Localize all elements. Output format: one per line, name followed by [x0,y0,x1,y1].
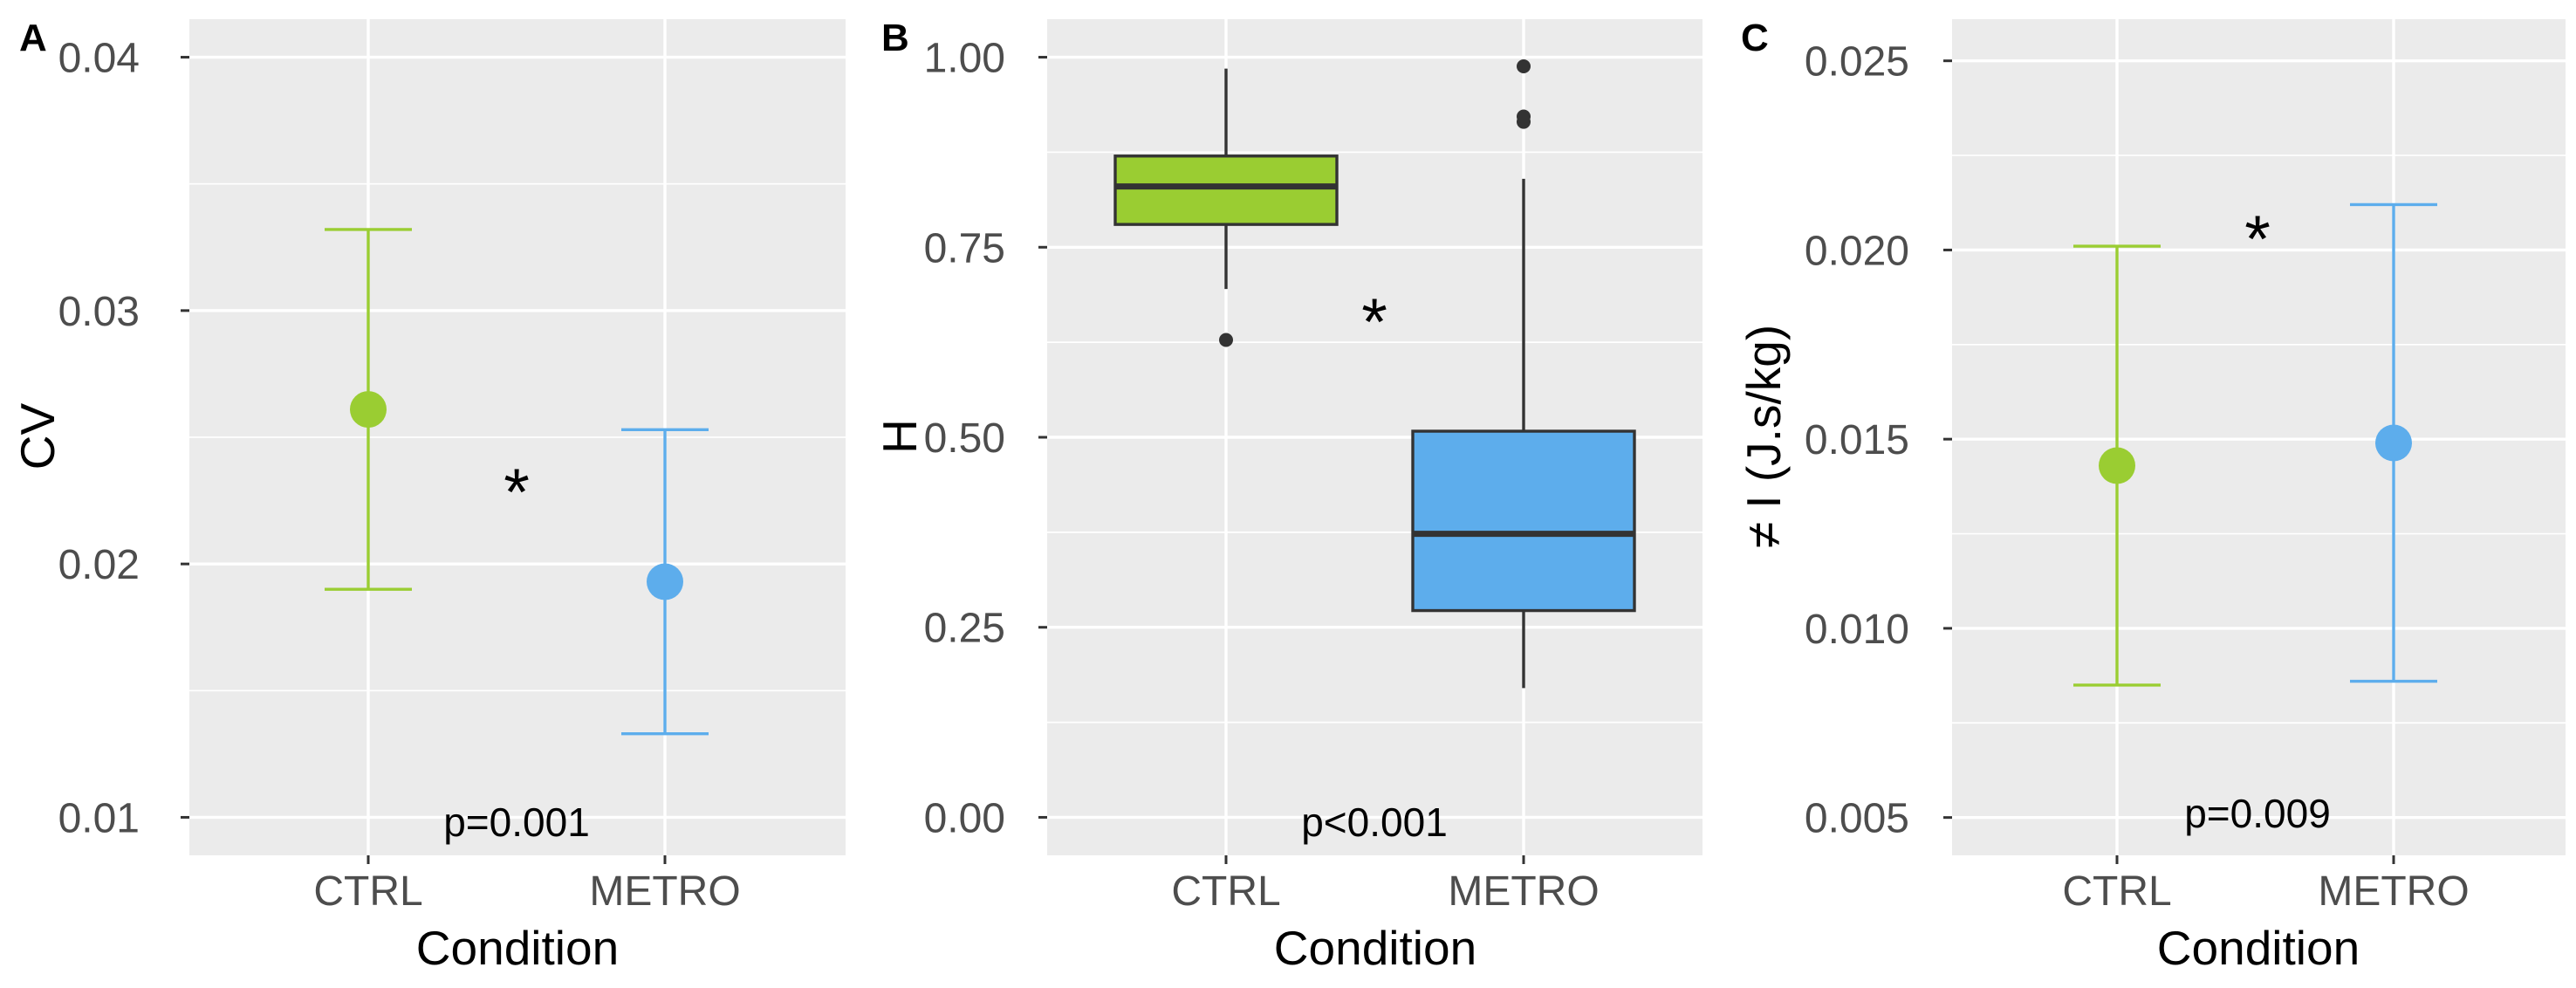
panel-A: 0.01 0.02 0.03 0.04 CTRL METRO * p=0.001 Conditi… [10,17,846,975]
outlier-point [1219,333,1233,347]
panel-C: 0.005 0.010 0.015 0.020 0.025 CTRL METRO * p=0.0… [1737,17,2566,975]
x-tick-label: METRO [2318,868,2469,915]
y-tick-label: 0.03 [58,289,140,335]
p-value-label: p=0.001 [443,799,590,845]
mean-point [647,563,683,600]
x-tick-label: METRO [589,868,740,915]
x-tick-label: CTRL [2062,868,2171,915]
y-tick-label: 0.015 [1805,417,1909,463]
panel-tag: C [1741,17,1769,59]
box-body [1411,429,1636,613]
y-axis-title: CV [10,402,65,470]
box-body [1113,154,1339,226]
outlier-point [1517,58,1531,73]
x-tick-label: METRO [1448,868,1599,915]
errorbar-metro [2350,202,2437,683]
significance-star: * [2244,202,2271,277]
significance-star: * [1361,285,1387,360]
y-axis-title: H [873,419,927,454]
box-metro [1411,58,1636,689]
y-tick-label: 0.010 [1805,607,1909,653]
errorbar-metro [621,428,709,736]
y-tick-label: 0.005 [1805,796,1909,842]
y-tick-label: 0.01 [58,795,140,841]
y-tick-label: 1.00 [924,36,1005,82]
errorbar-ctrl [325,228,412,591]
errorbar-ctrl [2073,244,2161,687]
y-tick-label: 0.02 [58,542,140,588]
panel-tag: A [19,17,47,59]
mean-point [2099,447,2135,484]
x-tick-label: CTRL [1171,868,1280,915]
x-axis-title: Condition [2157,921,2360,975]
panel-B: 0.00 0.25 0.50 0.75 1.00 CTRL METRO * p<0.001 Con… [873,17,1702,975]
mean-point [2375,424,2412,462]
x-axis-title: Condition [1274,921,1476,975]
outlier-point [1517,109,1531,124]
y-tick-label: 0.04 [58,36,140,82]
y-tick-label: 0.50 [924,415,1005,462]
y-tick-label: 0.25 [924,606,1005,652]
y-axis-title: ≠ I (J.s/kg) [1737,325,1791,548]
plot-background [1952,19,2566,855]
significance-star: * [504,456,530,530]
y-tick-label: 0.75 [924,225,1005,271]
panel-tag: B [881,17,909,59]
x-axis-title: Condition [416,921,619,975]
y-tick-label: 0.020 [1805,228,1909,274]
box-ctrl [1113,68,1339,347]
p-value-label: p<0.001 [1301,799,1448,845]
y-tick-label: 0.00 [924,795,1005,841]
x-tick-label: CTRL [313,868,422,915]
p-value-label: p=0.009 [2184,791,2331,836]
mean-point [350,391,387,429]
y-tick-label: 0.025 [1805,39,1909,86]
